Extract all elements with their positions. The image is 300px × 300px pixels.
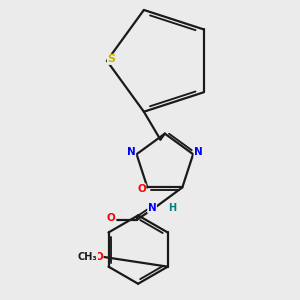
Text: CH₃: CH₃ [78, 252, 98, 262]
Text: N: N [127, 147, 136, 157]
Text: S: S [107, 54, 116, 64]
Text: N: N [194, 147, 203, 157]
Text: O: O [94, 252, 103, 262]
Text: O: O [137, 184, 146, 194]
Text: N: N [148, 203, 157, 213]
Text: H: H [168, 203, 176, 213]
Text: O: O [107, 213, 116, 224]
